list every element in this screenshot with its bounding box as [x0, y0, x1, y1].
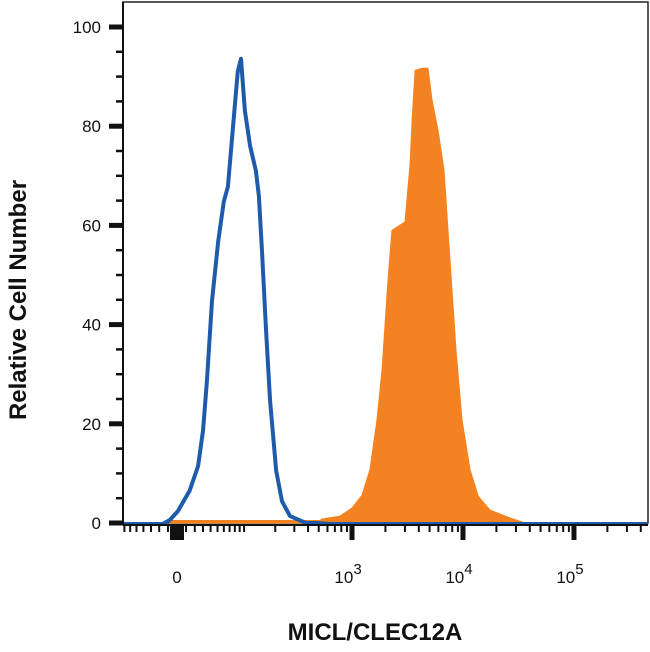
y-tick-label: 40: [82, 316, 101, 335]
x-tick-label: 104: [445, 561, 472, 587]
y-axis-title: Relative Cell Number: [5, 180, 32, 420]
x-tick-label: 103: [334, 561, 361, 587]
y-axis: [109, 2, 124, 526]
x-tick-base: 10: [556, 568, 575, 587]
x-tick-exponent: 3: [353, 561, 361, 578]
x-tick-exponent: 5: [575, 561, 583, 578]
x-tick-label: 0: [172, 568, 181, 587]
y-tick-label: 100: [73, 18, 101, 37]
y-tick-label: 20: [82, 415, 101, 434]
y-tick-labels: 0 20 40 60 80 100: [73, 18, 101, 533]
filled-histogram-series: [169, 67, 526, 524]
x-tick-exponent: 4: [464, 561, 472, 578]
y-tick-label: 60: [82, 216, 101, 235]
series-layer: [122, 56, 648, 526]
x-tick-base: 0: [172, 568, 181, 587]
x-axis: [123, 524, 648, 540]
x-tick-base: 10: [334, 568, 353, 587]
x-tick-label: 105: [556, 561, 583, 587]
x-axis-title: MICL/CLEC12A: [288, 619, 463, 646]
x-tick-labels: 0 103 104 105: [172, 561, 583, 587]
x-tick-base: 10: [445, 568, 464, 587]
outline-histogram-series: [122, 56, 648, 526]
y-tick-label: 0: [92, 514, 101, 533]
y-tick-label: 80: [82, 117, 101, 136]
